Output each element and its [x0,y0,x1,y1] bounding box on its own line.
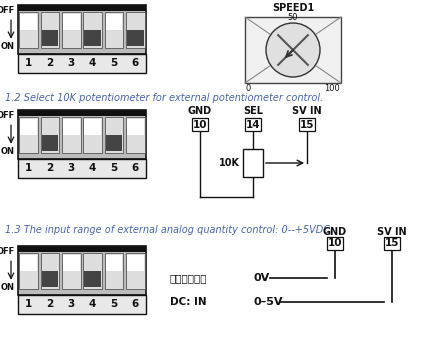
Bar [42,135,58,151]
Bar [84,271,101,287]
Text: 0V: 0V [253,273,269,283]
Bar [18,5,146,11]
Text: 15: 15 [385,238,399,248]
Bar [18,246,146,295]
Text: 1.2 Select 10K potentiometer for external potentiometer control.: 1.2 Select 10K potentiometer for externa… [5,93,323,103]
Bar [62,12,81,48]
Text: 50: 50 [288,13,298,22]
Bar [126,253,144,288]
Bar [18,110,146,159]
Text: 14: 14 [246,119,260,129]
Text: SV IN: SV IN [292,106,322,116]
Text: ON: ON [1,42,15,51]
Bar [106,255,122,271]
Text: 3: 3 [68,164,75,174]
Bar [105,12,123,48]
Bar [41,12,59,48]
Text: 模拟信号输入: 模拟信号输入 [170,273,208,283]
Text: OFF: OFF [0,111,15,120]
Bar [126,12,144,48]
Text: 6: 6 [132,300,139,309]
Bar [18,246,146,252]
Bar [18,295,146,314]
Text: 4: 4 [89,58,96,69]
Bar [62,117,81,152]
Text: ON: ON [1,147,15,156]
Bar [20,255,37,271]
Bar [84,119,101,135]
Text: 5: 5 [110,300,117,309]
Text: 10: 10 [328,238,342,248]
Bar [127,30,143,46]
Bar [18,5,146,54]
Bar [192,118,208,131]
Bar [18,110,146,116]
Bar [299,118,315,131]
Bar [19,253,38,288]
Text: 15: 15 [300,119,314,129]
Text: 4: 4 [89,164,96,174]
Text: 6: 6 [132,164,139,174]
Bar [106,14,122,30]
Bar [84,117,102,152]
Bar [243,149,263,177]
Text: GND: GND [323,227,347,237]
Text: 10: 10 [193,119,207,129]
Bar [126,117,144,152]
Text: SV IN: SV IN [377,227,407,237]
Text: 5: 5 [110,164,117,174]
Text: GND: GND [188,106,212,116]
Text: DC: IN: DC: IN [170,297,207,307]
Bar [245,118,261,131]
Text: 2: 2 [46,58,54,69]
Bar [105,253,123,288]
Text: ON: ON [1,283,15,292]
Text: 1: 1 [25,300,32,309]
Text: OFF: OFF [0,6,15,15]
Bar [127,119,143,135]
Bar [127,255,143,271]
Bar [41,253,59,288]
Bar [20,119,37,135]
Bar [63,119,80,135]
Text: 2: 2 [46,300,54,309]
Bar [84,12,102,48]
Bar [63,14,80,30]
Text: SPEED1: SPEED1 [272,3,314,13]
Bar [84,253,102,288]
Text: 1.3 The input range of external analog quantity control: 0--+5VDC.: 1.3 The input range of external analog q… [5,225,333,235]
Circle shape [266,23,320,77]
Text: 5: 5 [110,58,117,69]
Bar [63,255,80,271]
Bar [41,117,59,152]
Text: 1: 1 [25,164,32,174]
Text: SEL: SEL [243,106,263,116]
Bar [19,12,38,48]
Bar [18,159,146,178]
Bar [18,54,146,73]
Text: 100: 100 [324,84,340,93]
Text: 6: 6 [132,58,139,69]
Text: 1: 1 [25,58,32,69]
Bar [20,14,37,30]
Bar [327,237,343,250]
Bar [84,30,101,46]
Text: OFF: OFF [0,247,15,256]
Bar [42,30,58,46]
Bar [245,17,341,83]
Bar [105,117,123,152]
Text: 2: 2 [46,164,54,174]
Text: 3: 3 [68,300,75,309]
Text: 3: 3 [68,58,75,69]
Bar [384,237,400,250]
Text: 4: 4 [89,300,96,309]
Text: 0: 0 [246,84,251,93]
Bar [19,117,38,152]
Bar [42,271,58,287]
Text: 10K: 10K [219,158,240,168]
Bar [62,253,81,288]
Text: 0–5V: 0–5V [253,297,282,307]
Bar [106,135,122,151]
